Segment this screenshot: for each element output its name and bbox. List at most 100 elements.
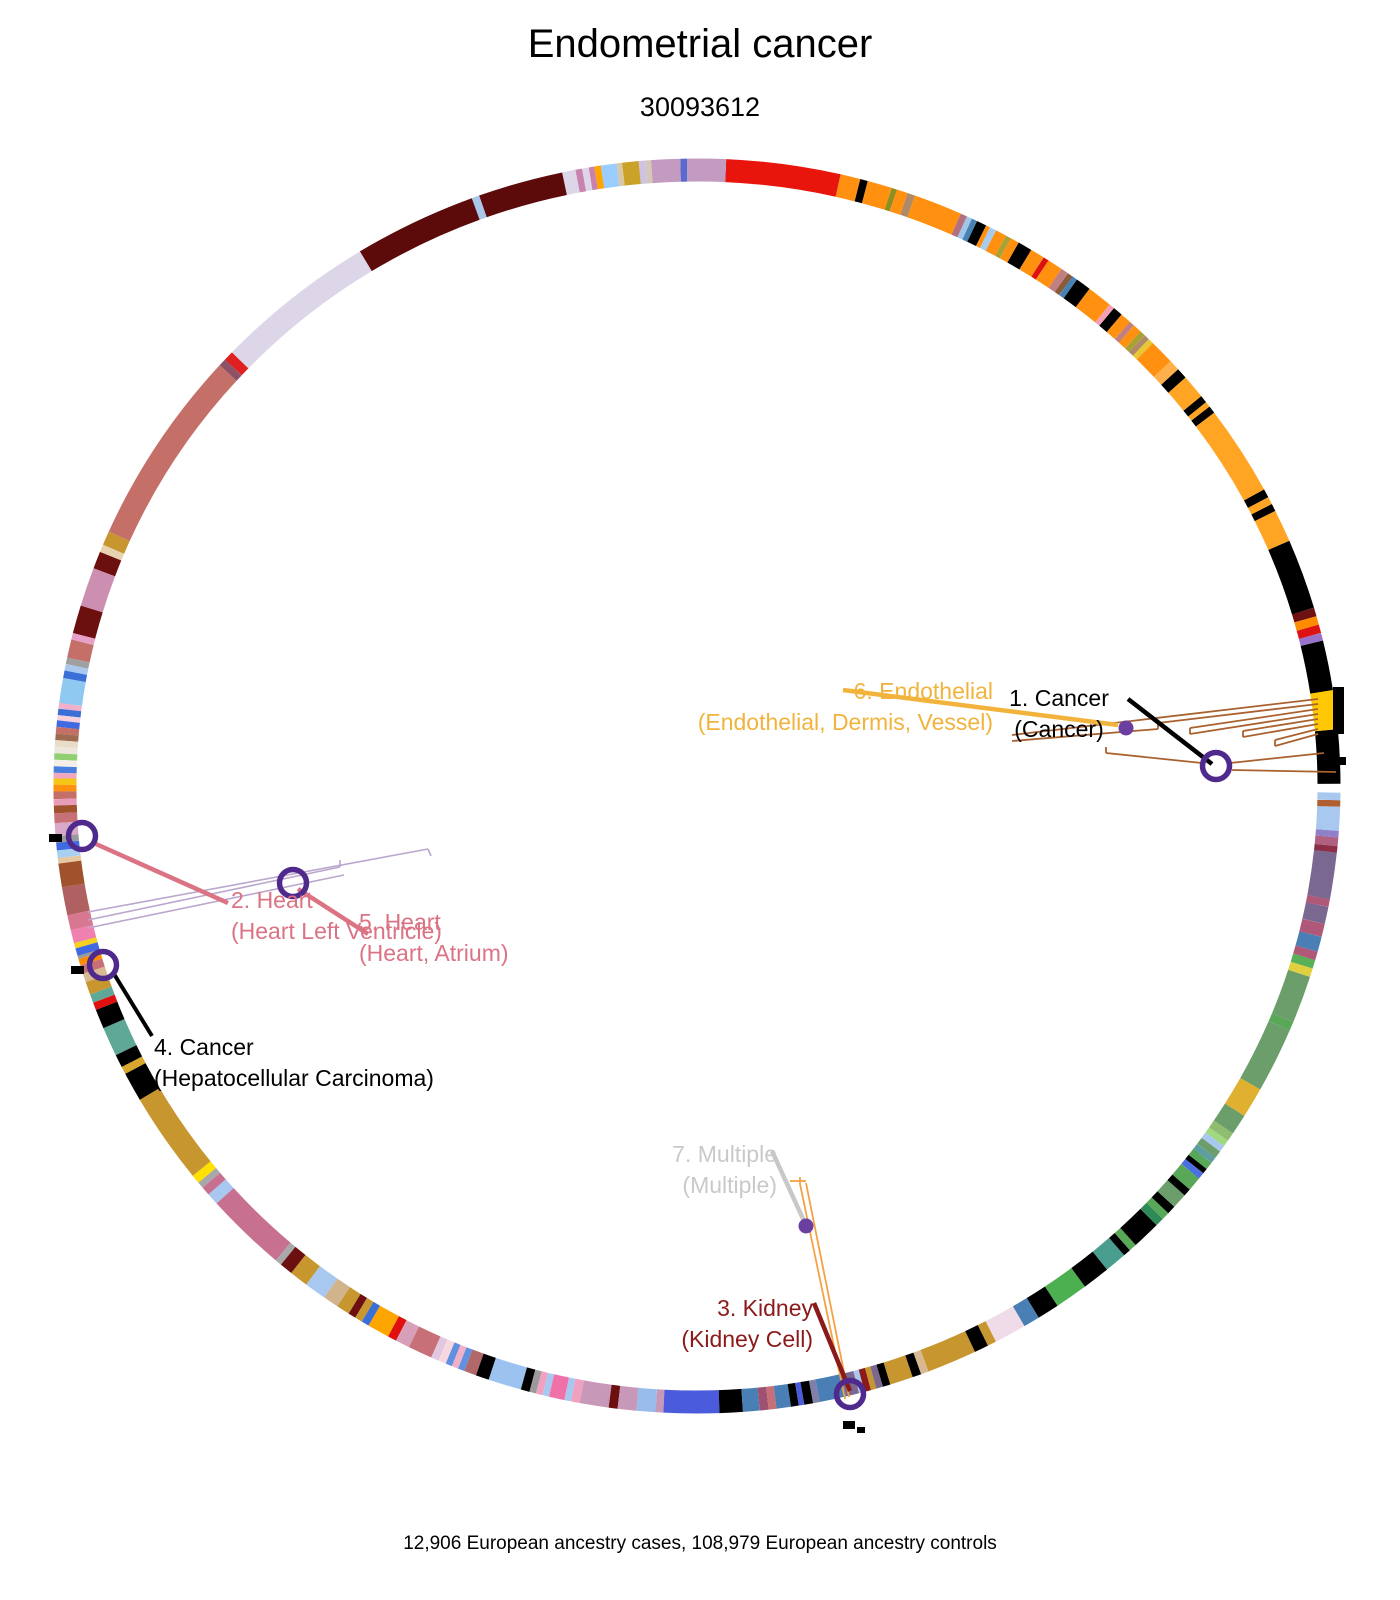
cancer-dendrogram-line — [1231, 769, 1337, 773]
ring-segment — [355, 1298, 374, 1322]
ring-segment — [348, 1293, 368, 1318]
ring-segment — [985, 1306, 1025, 1342]
ring-segment — [520, 1367, 536, 1392]
ring-segment — [562, 169, 580, 195]
ring-segment — [93, 551, 122, 577]
ring-segment — [438, 1339, 455, 1364]
ring-segment — [1188, 1148, 1212, 1170]
cancer-dendrogram-line — [1011, 698, 1319, 736]
ring-segment — [1019, 249, 1044, 277]
ring-segment — [93, 994, 118, 1010]
ring-segment — [594, 165, 605, 190]
ring-segment — [1031, 257, 1049, 280]
ring-segment — [451, 1344, 467, 1369]
ring-segment — [202, 1172, 226, 1195]
annotation-cancer-1-line2: (Cancer) — [1014, 716, 1104, 742]
ring-segment — [1183, 396, 1207, 417]
ring-segment — [1092, 1237, 1125, 1270]
ring-segment — [995, 235, 1011, 259]
ring-segment — [965, 1324, 989, 1352]
ring-segment — [1314, 835, 1339, 847]
ring-segment — [1298, 633, 1323, 646]
ring-segment — [870, 1364, 883, 1389]
ring-segment — [408, 1326, 441, 1358]
ring-segment — [1007, 242, 1032, 270]
ring-segment — [1059, 276, 1077, 299]
ring-segment — [67, 910, 94, 931]
ring-segment — [582, 167, 593, 192]
ring-segment — [72, 605, 103, 639]
ring-segment — [431, 1336, 448, 1361]
endothelial6-leader — [842, 687, 1119, 728]
heart5-leader — [296, 887, 370, 936]
annotation-heart-5: 5. Heart (Heart, Atrium) — [359, 907, 509, 969]
heart2-leader — [95, 841, 229, 906]
annotation-cancer-4-line2: (Hepatocellular Carcinoma) — [154, 1065, 434, 1091]
ring-segment — [638, 160, 648, 184]
ring-segment — [361, 1301, 381, 1326]
ring-segment — [139, 1088, 211, 1176]
ring-segment — [71, 633, 96, 645]
ring-segment — [650, 158, 681, 184]
ring-segment — [306, 1266, 338, 1298]
ring-segment — [458, 1347, 473, 1372]
ring-segment — [1299, 918, 1325, 937]
ring-segment — [1151, 1191, 1175, 1214]
ring-segment — [1120, 1208, 1157, 1246]
ring-segment — [471, 195, 487, 220]
ring-segment — [55, 726, 80, 736]
ring-segment — [67, 639, 94, 663]
ring-segment — [65, 657, 90, 669]
ring-segment — [1153, 361, 1179, 385]
ring-segment — [99, 544, 125, 561]
ring-segment — [579, 1380, 612, 1408]
ring-segment — [542, 1372, 555, 1397]
ring-segment — [962, 218, 977, 242]
ring-segment — [1054, 273, 1073, 296]
cancer1-leader — [1126, 697, 1214, 766]
ring-segment — [359, 198, 480, 272]
ring-segment — [1201, 1132, 1225, 1152]
ring-segment — [967, 221, 987, 247]
anchor-circle — [65, 819, 99, 853]
ring-segment — [216, 1187, 291, 1261]
anchor-circle — [1199, 749, 1233, 783]
ring-segment — [198, 1167, 221, 1188]
ring-segment — [231, 251, 372, 369]
ring-segment — [663, 1389, 720, 1414]
ring-segment — [787, 1382, 799, 1407]
ring-segment — [951, 213, 967, 238]
ring-segment — [884, 187, 897, 212]
ring-segment — [80, 568, 116, 613]
ring-segment — [115, 1045, 143, 1068]
annotation-heart-5-line1: 5. Heart — [359, 909, 441, 935]
ring-segment — [1213, 1103, 1245, 1134]
ring-segment — [795, 1382, 805, 1406]
ring-segment — [1172, 1163, 1200, 1190]
ring-segment — [1293, 945, 1318, 961]
cancer-dendrogram-line — [1189, 708, 1319, 729]
ring-segment — [77, 949, 101, 960]
annotation-multiple-7: 7. Multiple (Multiple) — [672, 1139, 777, 1201]
annotation-multiple-7-line2: (Multiple) — [682, 1172, 777, 1198]
ring-segment — [876, 1362, 891, 1387]
kidney3-leader — [811, 1302, 853, 1392]
ring-segment — [1048, 268, 1068, 293]
ring-segment — [858, 1367, 872, 1392]
ring-segment — [1044, 1268, 1086, 1306]
ring-segment — [388, 1316, 407, 1341]
ring-segment — [608, 1384, 621, 1409]
figure-caption: 12,906 European ancestry cases, 108,979 … — [403, 1533, 997, 1554]
annotation-cancer-4-line1: 4. Cancer — [154, 1034, 254, 1060]
ring-segment — [655, 1389, 665, 1413]
annotation-kidney-3-line2: (Kidney Cell) — [681, 1326, 813, 1352]
ring-segment — [999, 238, 1019, 263]
ring-segment — [1026, 1286, 1058, 1318]
ring-segment — [920, 1331, 975, 1372]
ring-segment — [70, 925, 97, 944]
ring-segment — [57, 708, 82, 718]
ring-segment — [337, 1287, 361, 1314]
ring-segment — [529, 1369, 542, 1394]
ring-segment — [1132, 339, 1153, 360]
